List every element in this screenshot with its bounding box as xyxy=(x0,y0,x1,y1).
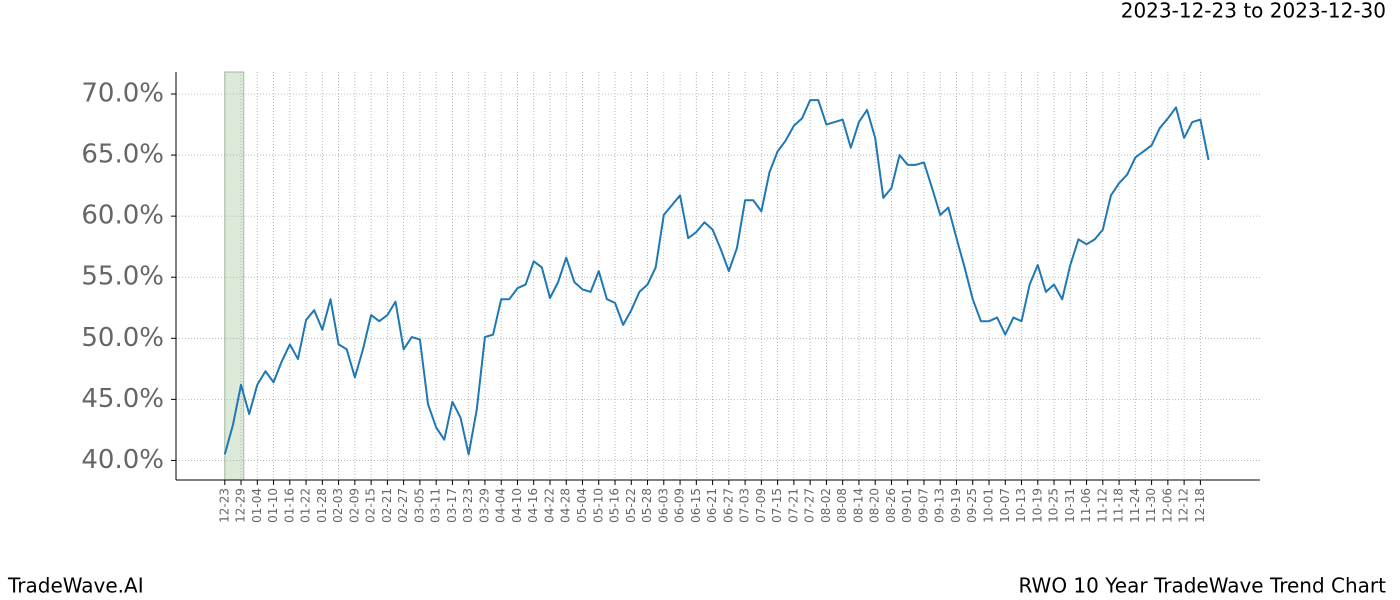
x-tick-label: 07-03 xyxy=(738,488,752,523)
x-tick-label: 10-25 xyxy=(1047,488,1061,523)
x-tick-label: 05-10 xyxy=(591,488,605,523)
x-tick-label: 11-24 xyxy=(1128,488,1142,523)
x-tick-label: 04-22 xyxy=(542,488,556,523)
x-tick-label: 08-02 xyxy=(819,488,833,523)
x-tick-label: 11-06 xyxy=(1079,488,1093,523)
x-tick-label: 10-07 xyxy=(998,488,1012,523)
x-tick-label: 07-27 xyxy=(803,488,817,523)
x-tick-label: 12-23 xyxy=(217,488,231,523)
x-tick-label: 01-04 xyxy=(250,488,264,523)
x-tick-label: 03-05 xyxy=(412,488,426,523)
x-tick-label: 12-06 xyxy=(1160,488,1174,523)
x-tick-label: 07-09 xyxy=(754,488,768,523)
x-tick-label: 05-28 xyxy=(640,488,654,523)
y-tick-label: 70.0% xyxy=(81,78,164,108)
x-tick-label: 06-21 xyxy=(705,488,719,523)
x-tick-label: 07-21 xyxy=(786,488,800,523)
y-tick-label: 40.0% xyxy=(81,445,164,475)
x-tick-label: 11-12 xyxy=(1095,488,1109,523)
x-tick-label: 09-07 xyxy=(916,488,930,523)
y-tick-label: 65.0% xyxy=(81,140,164,170)
x-tick-label: 06-27 xyxy=(721,488,735,523)
x-tick-label: 02-03 xyxy=(331,488,345,523)
x-tick-label: 08-20 xyxy=(868,488,882,523)
x-tick-label: 04-16 xyxy=(526,488,540,523)
x-tick-label: 03-11 xyxy=(429,488,443,523)
x-tick-label: 10-19 xyxy=(1030,488,1044,523)
x-tick-label: 11-18 xyxy=(1112,488,1126,523)
x-tick-label: 12-29 xyxy=(234,488,248,523)
x-tick-label: 08-26 xyxy=(884,488,898,523)
x-tick-label: 09-13 xyxy=(933,488,947,523)
x-tick-label: 01-10 xyxy=(266,488,280,523)
x-tick-label: 06-15 xyxy=(689,488,703,523)
x-tick-label: 05-22 xyxy=(624,488,638,523)
x-tick-label: 03-29 xyxy=(477,488,491,523)
x-tick-label: 10-13 xyxy=(1014,488,1028,523)
y-tick-label: 60.0% xyxy=(81,201,164,231)
x-tick-label: 09-01 xyxy=(900,488,914,523)
x-tick-label: 01-28 xyxy=(315,488,329,523)
x-tick-label: 05-16 xyxy=(608,488,622,523)
y-tick-label: 45.0% xyxy=(81,384,164,414)
footer-left: TradeWave.AI xyxy=(7,574,144,598)
x-tick-label: 02-09 xyxy=(347,488,361,523)
y-tick-label: 55.0% xyxy=(81,262,164,292)
x-tick-label: 09-19 xyxy=(949,488,963,523)
x-tick-label: 05-04 xyxy=(575,488,589,523)
x-tick-label: 12-18 xyxy=(1193,488,1207,523)
x-tick-label: 06-03 xyxy=(656,488,670,523)
x-tick-label: 10-01 xyxy=(982,488,996,523)
x-tick-label: 01-22 xyxy=(299,488,313,523)
x-tick-label: 12-12 xyxy=(1177,488,1191,523)
x-tick-label: 03-17 xyxy=(445,488,459,523)
x-tick-label: 04-28 xyxy=(559,488,573,523)
x-tick-label: 04-10 xyxy=(510,488,524,523)
x-tick-label: 11-30 xyxy=(1144,488,1158,523)
y-tick-label: 50.0% xyxy=(81,323,164,353)
line xyxy=(223,99,1210,456)
x-tick-label: 04-04 xyxy=(494,488,508,523)
x-tick-label: 07-15 xyxy=(770,488,784,523)
x-tick-label: 06-09 xyxy=(673,488,687,523)
x-tick-label: 03-23 xyxy=(461,488,475,523)
chart-title: 2023-12-23 to 2023-12-30 xyxy=(1121,0,1386,23)
x-tick-label: 02-27 xyxy=(396,488,410,523)
x-tick-label: 08-08 xyxy=(835,488,849,523)
x-tick-label: 09-25 xyxy=(965,488,979,523)
footer-right: RWO 10 Year TradeWave Trend Chart xyxy=(1018,574,1386,598)
x-tick-label: 01-16 xyxy=(282,488,296,523)
x-tick-label: 02-21 xyxy=(380,488,394,523)
x-tick-label: 02-15 xyxy=(364,488,378,523)
x-tick-label: 10-31 xyxy=(1063,488,1077,523)
x-tick-label: 08-14 xyxy=(851,488,865,523)
